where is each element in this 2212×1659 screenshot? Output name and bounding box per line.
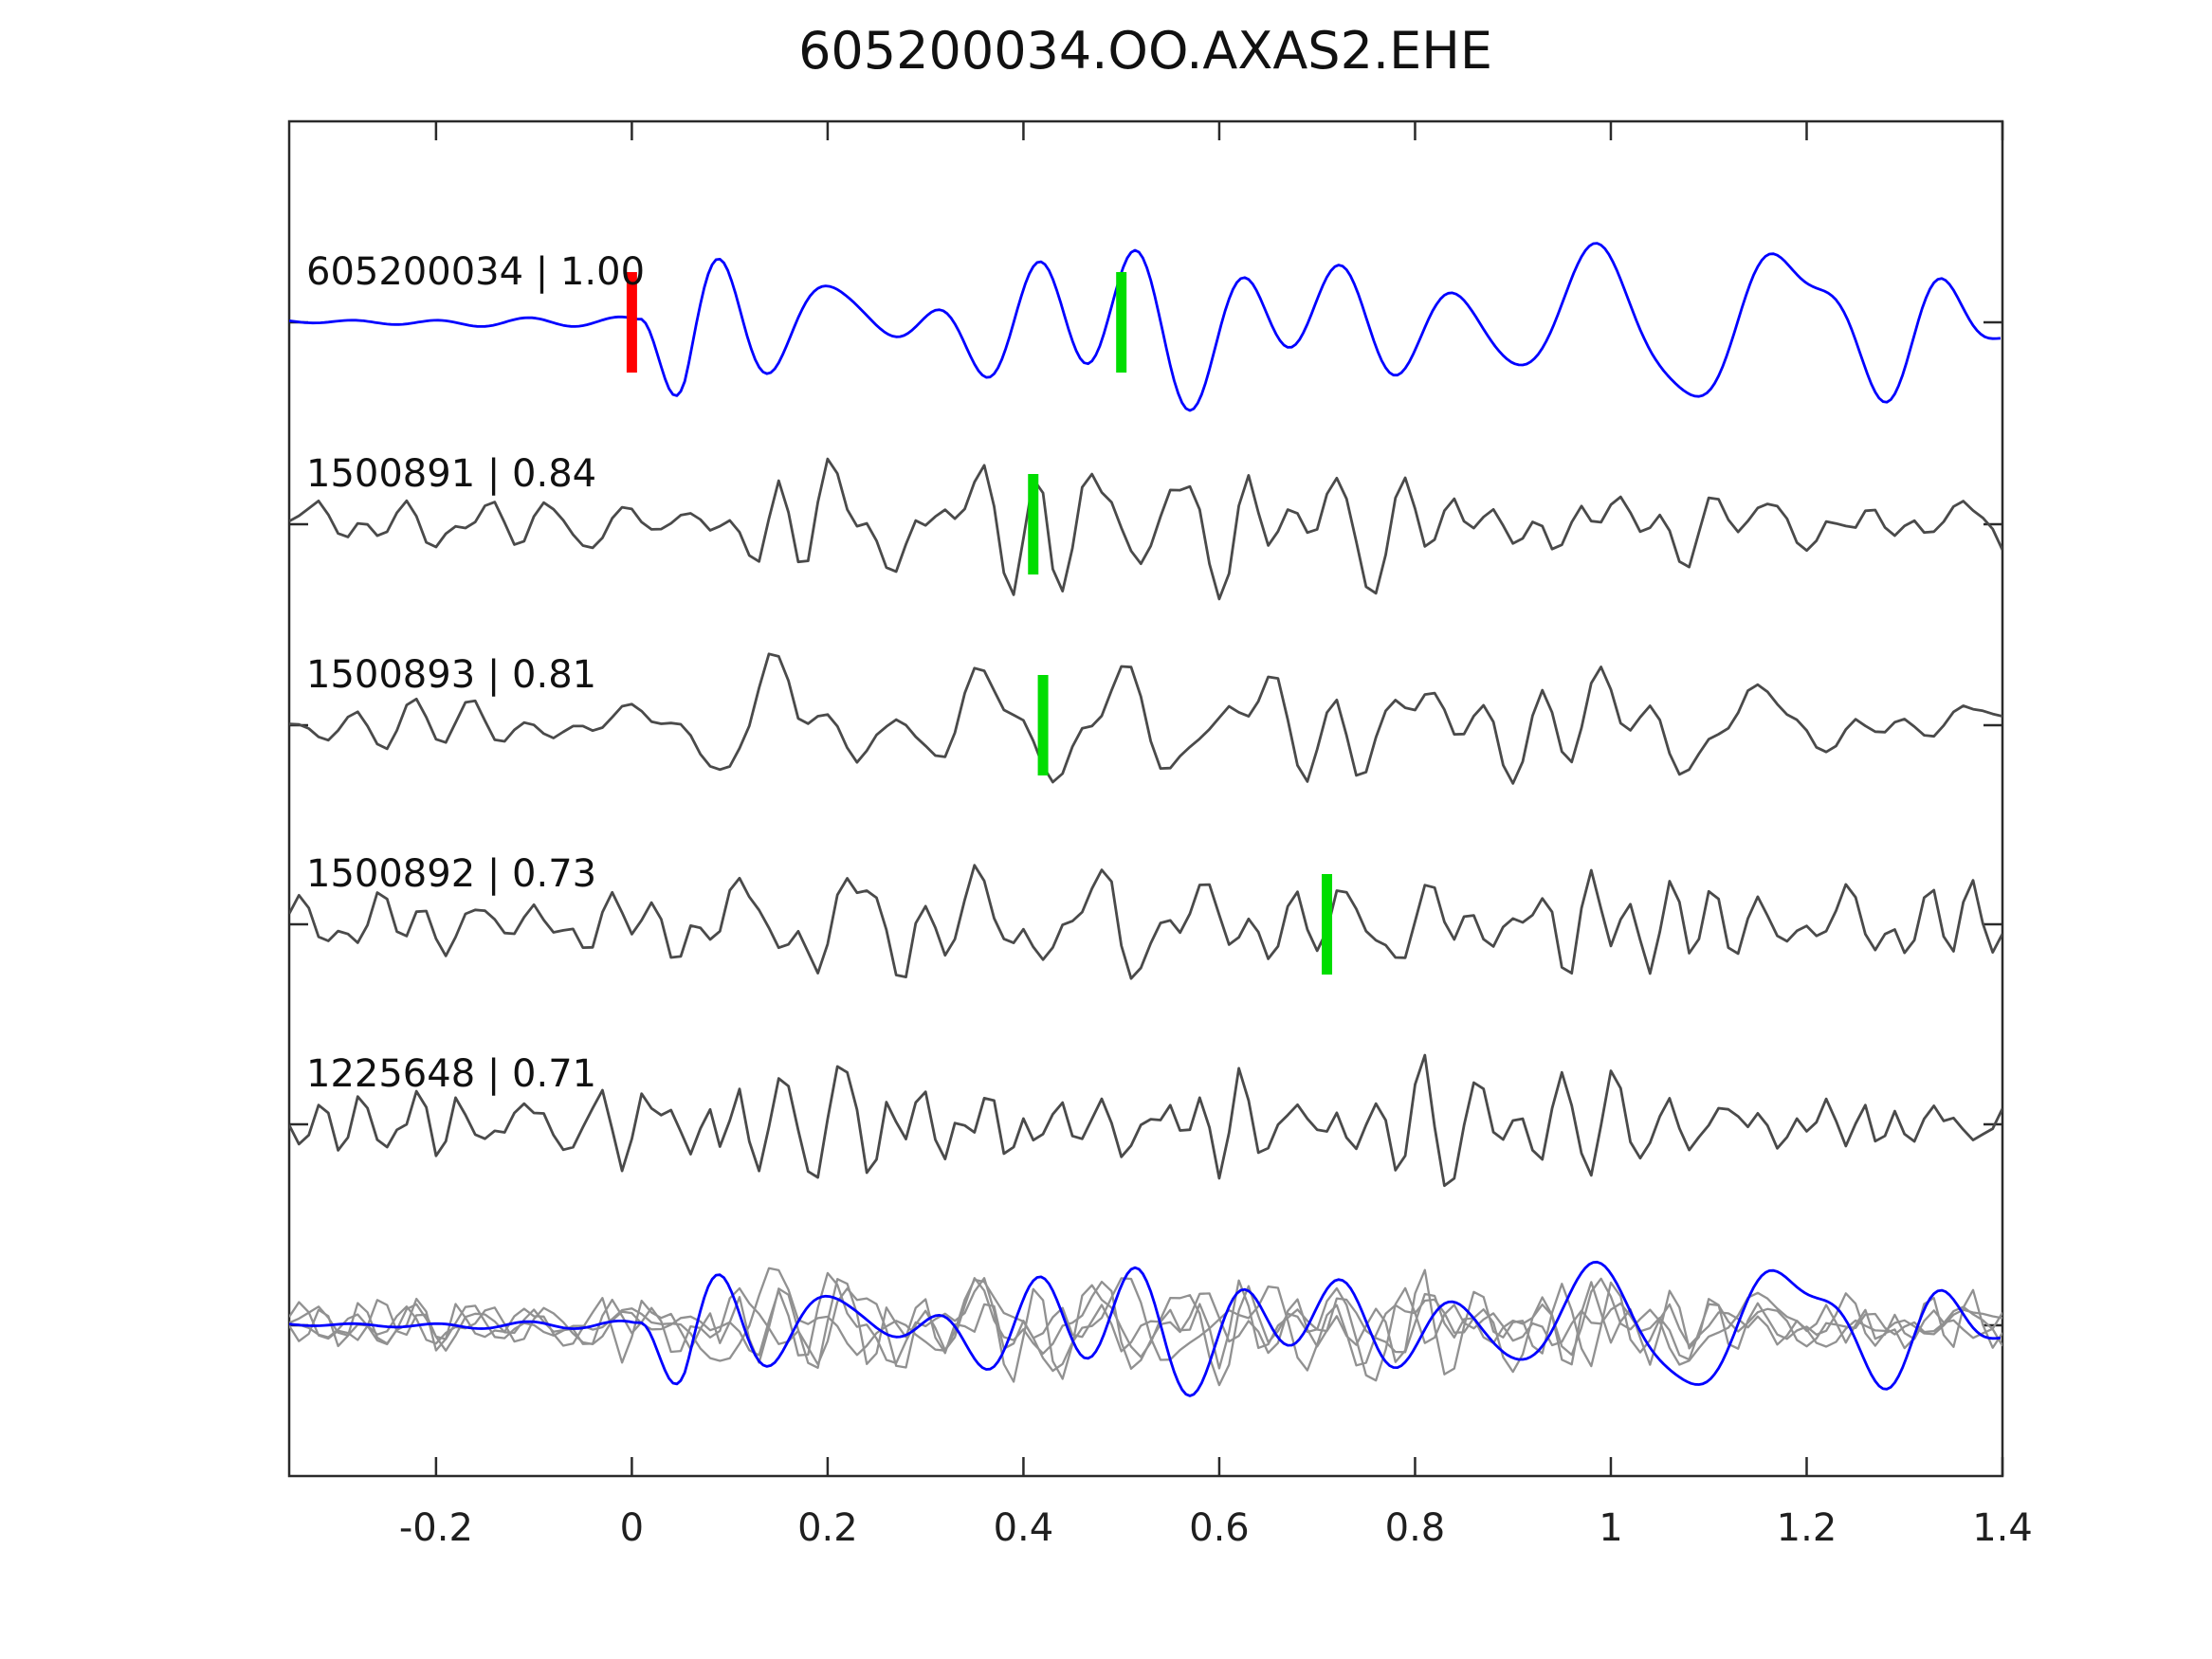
pick-marker-detection: [1322, 874, 1333, 975]
plot-border: [287, 119, 2004, 1478]
pick-marker-detection: [1116, 272, 1127, 373]
x-tick-label: -0.2: [399, 1506, 473, 1550]
overlay-waveform-1225648: [289, 1268, 2002, 1376]
waveform-1225648: [289, 1053, 2002, 1188]
overlay-waveform-1500893: [289, 1267, 2002, 1374]
trace-label-1225648: 1225648 | 0.71: [306, 1052, 596, 1096]
x-tick-label: 1.2: [1777, 1506, 1837, 1550]
waveform-1500892: [289, 864, 2002, 980]
plot-content: -0.2 0 0.2 0.4 0.6 0.8 1 1.2 1.4 605200034 | 1.00…: [287, 119, 2033, 1550]
trace-label-1500891: 1500891 | 0.84: [306, 452, 596, 496]
trace-label-1500893: 1500893 | 0.81: [306, 653, 596, 697]
trace-label-1500892: 1500892 | 0.73: [306, 852, 596, 896]
pick-marker-template: [626, 272, 637, 373]
pick-marker-detection: [1028, 474, 1039, 574]
waveform-1500893: [289, 652, 2002, 785]
x-tick-label: 0.4: [994, 1506, 1054, 1550]
pick-marker-detection: [1037, 675, 1049, 775]
x-tick-label: 1: [1599, 1506, 1622, 1550]
waveform-1500891: [289, 457, 2002, 601]
x-tick-label: 0.2: [797, 1506, 858, 1550]
x-tick-label: 0: [620, 1506, 644, 1550]
x-tick-label: 0.6: [1189, 1506, 1250, 1550]
chart-title: 605200034.OO.AXAS2.EHE: [798, 21, 1492, 81]
x-tick-label: 0.8: [1385, 1506, 1446, 1550]
overlay-waveform-1500892: [289, 1277, 2002, 1370]
x-tick-label: 1.4: [1972, 1506, 2033, 1550]
overlay-waveform-605200034: [289, 1260, 2002, 1397]
trace-label-605200034: 605200034 | 1.00: [306, 250, 645, 294]
waveform-605200034: [289, 242, 2002, 412]
